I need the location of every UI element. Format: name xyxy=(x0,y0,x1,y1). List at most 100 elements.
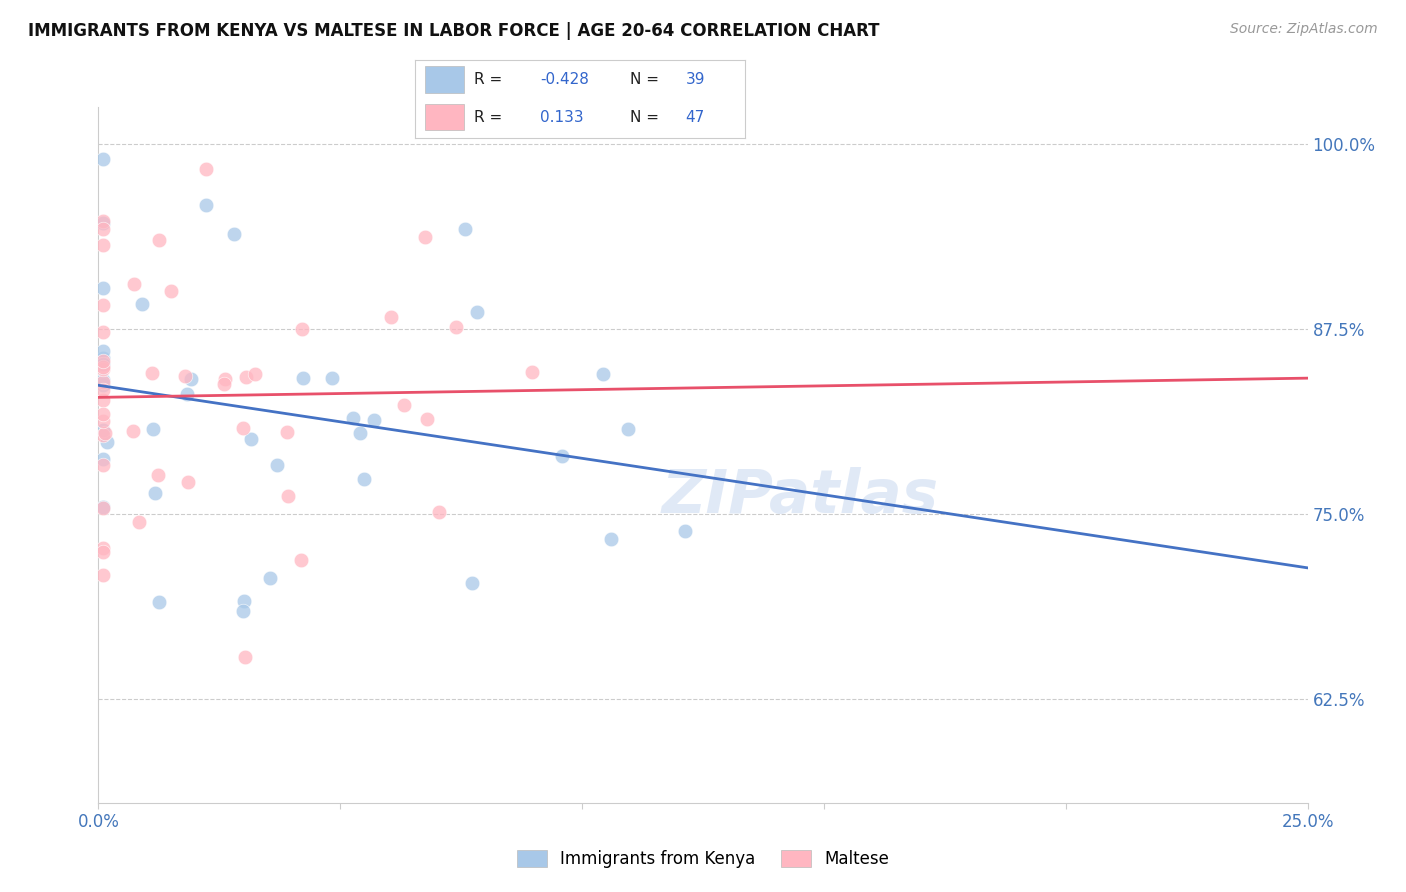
Text: ZIPatlas: ZIPatlas xyxy=(661,467,938,526)
Point xyxy=(91,500,114,514)
Point xyxy=(96,435,118,450)
Point xyxy=(174,368,197,383)
Point xyxy=(91,362,114,376)
Point xyxy=(122,277,145,292)
Point xyxy=(380,310,402,325)
Point xyxy=(522,365,544,379)
Point xyxy=(177,475,200,489)
Point xyxy=(232,604,254,618)
Point xyxy=(146,468,169,483)
Point xyxy=(91,298,114,312)
Point xyxy=(321,371,343,385)
Text: 39: 39 xyxy=(686,72,706,87)
Point xyxy=(259,571,281,585)
Text: N =: N = xyxy=(630,72,658,87)
Point xyxy=(121,424,143,438)
Point xyxy=(176,386,198,401)
Point xyxy=(465,305,488,319)
Point xyxy=(290,553,312,567)
Point xyxy=(243,367,266,381)
Point xyxy=(91,222,114,236)
FancyBboxPatch shape xyxy=(425,103,464,130)
Text: -0.428: -0.428 xyxy=(540,72,589,87)
Point xyxy=(413,230,436,244)
Point xyxy=(91,343,114,358)
Point xyxy=(461,576,484,591)
Point xyxy=(91,326,114,340)
Point xyxy=(214,372,236,386)
Point xyxy=(148,595,170,609)
Point xyxy=(266,458,288,473)
Point xyxy=(195,197,218,211)
Point xyxy=(349,426,371,441)
Text: 47: 47 xyxy=(686,110,704,125)
Point xyxy=(91,407,114,421)
Point xyxy=(427,505,450,519)
Point xyxy=(235,370,257,384)
Point xyxy=(94,425,117,440)
Point xyxy=(131,297,153,311)
Text: 0.133: 0.133 xyxy=(540,110,583,125)
Point xyxy=(277,489,299,503)
Point xyxy=(91,501,114,516)
Point xyxy=(91,544,114,558)
Point xyxy=(342,411,364,425)
Point xyxy=(142,422,165,436)
Point xyxy=(91,153,114,167)
Point xyxy=(91,392,114,407)
Point xyxy=(91,358,114,372)
Point xyxy=(454,222,477,236)
Point xyxy=(592,367,614,381)
Point xyxy=(180,371,202,385)
Point xyxy=(392,398,415,412)
Point xyxy=(239,432,262,446)
FancyBboxPatch shape xyxy=(425,66,464,93)
Text: IMMIGRANTS FROM KENYA VS MALTESE IN LABOR FORCE | AGE 20-64 CORRELATION CHART: IMMIGRANTS FROM KENYA VS MALTESE IN LABO… xyxy=(28,22,880,40)
Point xyxy=(91,423,114,437)
Point xyxy=(159,285,181,299)
Point xyxy=(617,422,640,436)
Point xyxy=(291,322,314,336)
Point xyxy=(91,383,114,397)
Point xyxy=(233,594,256,608)
Legend: Immigrants from Kenya, Maltese: Immigrants from Kenya, Maltese xyxy=(510,843,896,874)
Point xyxy=(292,371,315,385)
Point xyxy=(212,377,235,392)
Point xyxy=(148,233,170,247)
Point xyxy=(91,541,114,555)
Point xyxy=(222,227,245,241)
Point xyxy=(91,414,114,428)
Text: R =: R = xyxy=(474,72,502,87)
Point xyxy=(91,451,114,466)
Point xyxy=(91,568,114,582)
Point xyxy=(600,532,623,546)
Point xyxy=(91,214,114,228)
Point xyxy=(353,472,375,486)
Point xyxy=(91,354,114,368)
Text: N =: N = xyxy=(630,110,658,125)
Point xyxy=(91,375,114,389)
Point xyxy=(91,351,114,366)
Point xyxy=(141,366,163,380)
Text: R =: R = xyxy=(474,110,502,125)
Point xyxy=(551,450,574,464)
Point xyxy=(195,161,218,176)
Point xyxy=(415,411,437,425)
Point xyxy=(446,319,468,334)
Point xyxy=(91,238,114,252)
Point xyxy=(128,516,150,530)
Point xyxy=(91,458,114,473)
Point xyxy=(232,421,254,435)
Point xyxy=(143,485,166,500)
Point xyxy=(233,650,256,665)
Point xyxy=(91,359,114,374)
Point xyxy=(91,281,114,295)
Point xyxy=(91,378,114,392)
Text: Source: ZipAtlas.com: Source: ZipAtlas.com xyxy=(1230,22,1378,37)
Point xyxy=(91,373,114,387)
Point xyxy=(673,524,696,539)
Point xyxy=(276,425,298,440)
Point xyxy=(363,412,385,426)
Point xyxy=(91,216,114,230)
Point xyxy=(91,428,114,442)
